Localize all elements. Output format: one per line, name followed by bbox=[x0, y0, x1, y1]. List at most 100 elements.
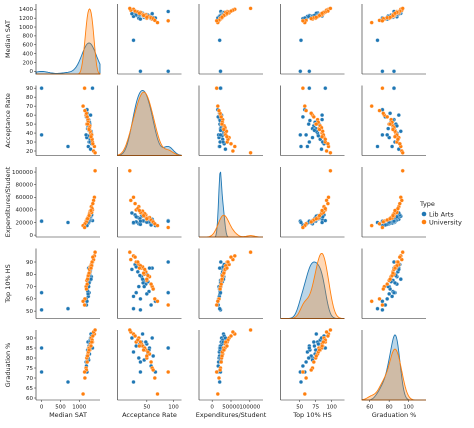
point-university-18 bbox=[390, 213, 396, 218]
point-university-12 bbox=[145, 349, 150, 355]
point-lib-arts-20 bbox=[319, 147, 324, 152]
point-university-18 bbox=[87, 347, 92, 353]
y-tick-label: 90 bbox=[26, 260, 33, 266]
legend: Type Lib Arts University bbox=[419, 200, 462, 227]
y-tick-label: 0 bbox=[30, 69, 34, 75]
point-lib-arts-14 bbox=[151, 353, 156, 359]
point-university-24 bbox=[380, 18, 385, 23]
point-university-21 bbox=[320, 11, 325, 16]
point-university-24 bbox=[166, 225, 171, 230]
panel-1-3 bbox=[280, 85, 345, 156]
y-tick-label: 40000 bbox=[16, 208, 34, 214]
point-lib-arts-15 bbox=[135, 269, 140, 274]
point-lib-arts-25 bbox=[39, 290, 44, 295]
point-university-24 bbox=[300, 369, 305, 375]
point-lib-arts-22 bbox=[141, 280, 146, 285]
y-tick-label: 80 bbox=[26, 95, 33, 101]
legend-marker-university bbox=[421, 219, 427, 225]
y-tick-label: 50 bbox=[26, 309, 33, 315]
panel-0-0: 0 200 400 600 800 1000 1200 1400 Median SAT bbox=[4, 4, 101, 75]
point-lib-arts-8 bbox=[86, 144, 91, 149]
point-university-19 bbox=[400, 150, 405, 155]
point-university-19 bbox=[93, 250, 98, 255]
point-university-24 bbox=[214, 86, 219, 91]
point-university-10 bbox=[133, 201, 138, 206]
point-university-19 bbox=[248, 150, 253, 155]
point-lib-arts-6 bbox=[136, 355, 141, 361]
point-lib-arts-25 bbox=[166, 345, 171, 351]
point-university-23 bbox=[81, 299, 86, 304]
x-tick-label: 1000 bbox=[72, 405, 86, 411]
point-lib-arts-17 bbox=[142, 284, 147, 289]
point-university-19 bbox=[328, 168, 333, 173]
point-university-13 bbox=[311, 359, 316, 365]
point-lib-arts-25 bbox=[307, 345, 312, 351]
point-lib-arts-25 bbox=[39, 345, 44, 351]
point-lib-arts-20 bbox=[129, 11, 134, 16]
point-lib-arts-9 bbox=[304, 132, 309, 137]
point-university-23 bbox=[302, 391, 307, 397]
y-tick-label: 1400 bbox=[19, 7, 33, 13]
point-university-19 bbox=[328, 150, 333, 155]
point-lib-arts-12 bbox=[140, 331, 145, 337]
point-university-13 bbox=[219, 359, 224, 365]
point-university-10 bbox=[90, 333, 95, 339]
point-lib-arts-2 bbox=[320, 117, 325, 122]
point-university-22 bbox=[219, 122, 225, 127]
point-university-5 bbox=[324, 329, 329, 335]
point-university-22 bbox=[219, 15, 225, 20]
point-university-0 bbox=[232, 253, 237, 258]
point-lib-arts-17 bbox=[386, 126, 391, 131]
point-lib-arts-27 bbox=[298, 220, 304, 225]
point-lib-arts-25 bbox=[391, 69, 397, 74]
y-tick-label: 0 bbox=[30, 233, 34, 239]
point-university-24 bbox=[82, 86, 87, 91]
point-university-22 bbox=[144, 353, 149, 359]
y-axis-label: Expenditures/Student bbox=[4, 166, 12, 237]
x-tick-label: 50000 bbox=[222, 405, 240, 411]
point-university-20 bbox=[152, 296, 157, 301]
point-university-19 bbox=[248, 6, 253, 11]
point-university-10 bbox=[228, 141, 234, 146]
point-university-16 bbox=[218, 286, 223, 292]
panel-3-2 bbox=[198, 248, 263, 319]
kde-university-2 bbox=[199, 214, 263, 238]
point-university-13 bbox=[149, 359, 154, 365]
point-lib-arts-27 bbox=[217, 306, 222, 311]
x-tick-label: 100 bbox=[168, 405, 179, 411]
y-tick-label: 30 bbox=[26, 140, 33, 146]
point-university-19 bbox=[93, 150, 98, 155]
kde-university-1 bbox=[117, 91, 182, 156]
point-university-22 bbox=[219, 353, 225, 359]
y-tick-label: 800 bbox=[23, 34, 34, 40]
point-lib-arts-25 bbox=[218, 86, 223, 91]
point-university-17 bbox=[89, 339, 94, 345]
point-university-21 bbox=[224, 266, 229, 271]
point-lib-arts-27 bbox=[298, 379, 304, 385]
point-university-22 bbox=[388, 216, 393, 221]
point-university-19 bbox=[248, 327, 253, 333]
point-university-22 bbox=[85, 216, 90, 221]
point-lib-arts-22 bbox=[312, 343, 317, 349]
y-tick-label: 60 bbox=[26, 297, 33, 303]
point-university-23 bbox=[81, 104, 86, 109]
point-university-16 bbox=[381, 286, 386, 292]
y-tick-label: 400 bbox=[23, 51, 34, 57]
point-lib-arts-1 bbox=[396, 113, 401, 118]
y-tick-label: 80 bbox=[26, 356, 33, 362]
point-university-21 bbox=[137, 266, 142, 271]
point-lib-arts-9 bbox=[138, 359, 143, 365]
point-university-18 bbox=[141, 271, 146, 276]
x-tick-label: 0 bbox=[210, 405, 214, 411]
point-lib-arts-12 bbox=[398, 277, 403, 282]
point-university-12 bbox=[145, 273, 150, 278]
point-lib-arts-25 bbox=[391, 219, 397, 224]
point-lib-arts-23 bbox=[306, 122, 311, 127]
panel-3-0: 50 60 70 80 90 Top 10% HS bbox=[4, 248, 100, 319]
point-lib-arts-23 bbox=[144, 291, 149, 296]
point-lib-arts-9 bbox=[84, 132, 89, 137]
y-tick-label: 60 bbox=[26, 396, 33, 402]
y-tick-label: 50 bbox=[26, 122, 33, 128]
